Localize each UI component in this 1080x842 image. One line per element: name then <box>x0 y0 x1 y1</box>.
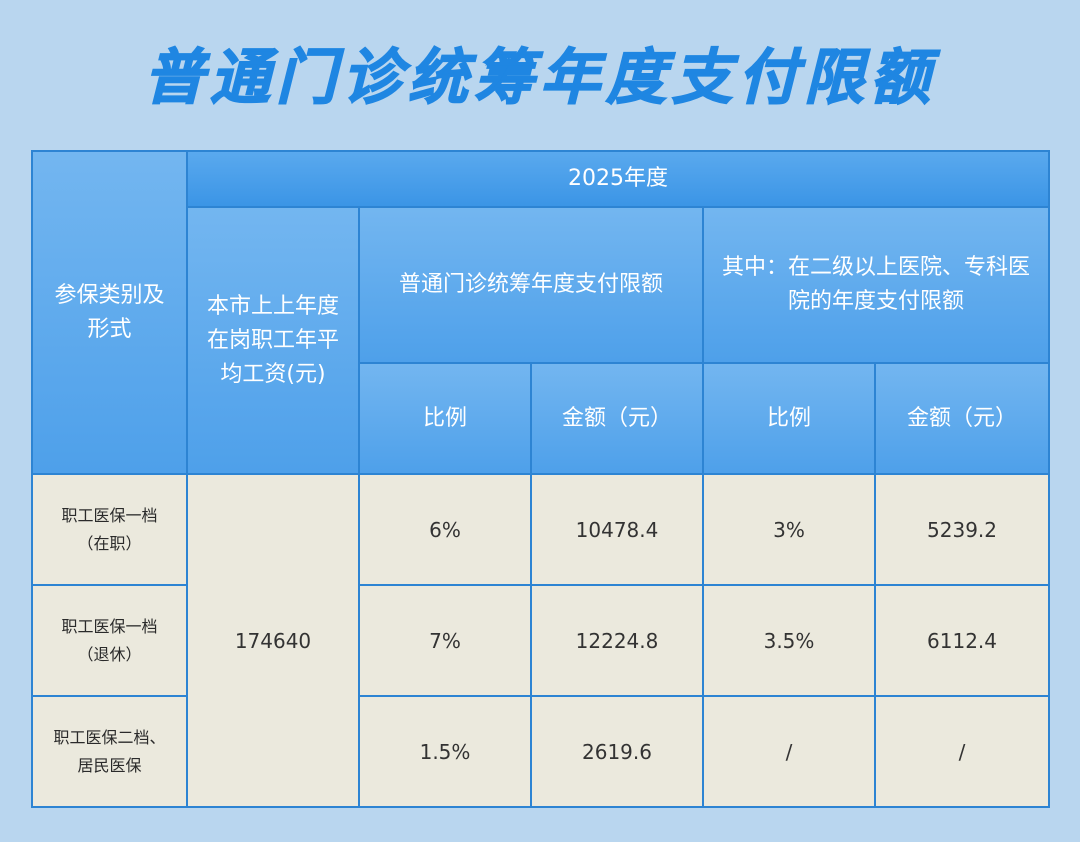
payment-limit-table: 参保类别及形式 2025年度 本市上上年度在岗职工年平均工资(元) 普通门诊统筹… <box>31 150 1051 808</box>
table-row: 职工医保一档（退休） 7% 12224.8 3.5% 6112.4 <box>31 584 1051 697</box>
header-avg-wage-label: 本市上上年度在岗职工年平均工资(元) <box>206 293 339 387</box>
row-category: 职工医保一档（在职） <box>61 505 158 553</box>
row-ratio: 1.5% <box>358 695 532 808</box>
row-amount: 2619.6 <box>530 695 704 808</box>
row-secondary-ratio: 3.5% <box>702 584 876 697</box>
row-category-cell: 职工医保二档、居民医保 <box>31 695 188 808</box>
row-category: 职工医保一档（退休） <box>61 616 158 664</box>
header-general-limit: 普通门诊统筹年度支付限额 <box>358 206 704 364</box>
table-row: 职工医保一档（在职） 174640 6% 10478.4 3% 5239.2 <box>31 473 1051 808</box>
row-amount: 12224.8 <box>530 584 704 697</box>
header-ratio-secondary: 比例 <box>702 362 876 475</box>
avg-wage-value: 174640 <box>186 473 360 808</box>
row-category: 职工医保二档、居民医保 <box>53 727 166 775</box>
row-secondary-ratio: 3% <box>702 473 876 586</box>
row-ratio: 6% <box>358 473 532 586</box>
row-ratio: 7% <box>358 584 532 697</box>
header-amount-general: 金额（元） <box>530 362 704 475</box>
row-secondary-amount: / <box>873 695 1051 808</box>
row-secondary-ratio: / <box>702 695 876 808</box>
header-category-label: 参保类别及形式 <box>54 282 165 342</box>
row-secondary-amount: 6112.4 <box>873 584 1051 697</box>
row-secondary-amount: 5239.2 <box>873 473 1051 586</box>
header-secondary-limit: 其中：在二级以上医院、专科医院的年度支付限额 <box>701 206 1051 364</box>
table-row: 职工医保二档、居民医保 1.5% 2619.6 / / <box>31 695 1051 808</box>
header-secondary-limit-label: 其中：在二级以上医院、专科医院的年度支付限额 <box>722 255 1031 314</box>
header-amount-secondary: 金额（元） <box>873 362 1051 475</box>
row-category-cell: 职工医保一档（退休） <box>31 584 188 697</box>
page-title: 普通门诊统筹年度支付限额 <box>143 42 936 114</box>
header-year: 2025年度 <box>185 150 1051 208</box>
header-avg-wage: 本市上上年度在岗职工年平均工资(元) <box>186 206 360 475</box>
header-ratio-general: 比例 <box>358 362 532 475</box>
row-amount: 10478.4 <box>530 473 704 586</box>
header-category: 参保类别及形式 <box>31 150 188 475</box>
row-category-cell: 职工医保一档（在职） <box>31 473 188 586</box>
